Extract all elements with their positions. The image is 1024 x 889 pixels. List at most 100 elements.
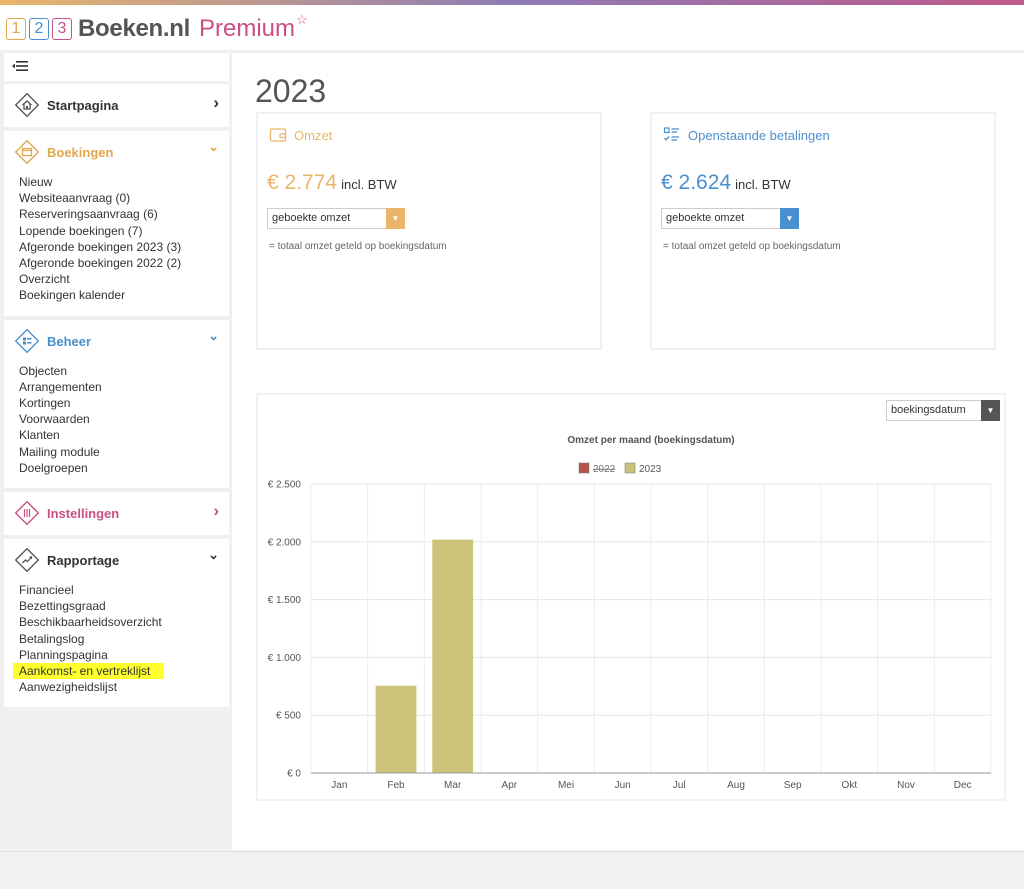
submenu-item[interactable]: Websiteaanvraag (0): [19, 191, 131, 206]
x-tick-label: Apr: [502, 780, 518, 791]
submenu-item[interactable]: Bezettingsgraad: [19, 599, 106, 614]
submenu-item[interactable]: Kortingen: [19, 396, 71, 411]
submenu-item[interactable]: Financieel: [19, 583, 74, 598]
y-tick-label: € 0: [287, 769, 301, 780]
page-title: 2023: [255, 73, 327, 109]
sidebar-item-label: Instellingen: [47, 506, 120, 522]
openstaande-note: = totaal omzet geteld op boekingsdatum: [663, 241, 841, 252]
chevron-down-icon: ⌄: [208, 139, 219, 154]
sidebar-item-beheer[interactable]: Beheer ⌄: [4, 320, 229, 363]
logo-number-3: 3: [52, 18, 72, 40]
wallet-icon: [269, 128, 287, 142]
sidebar-section-boekingen: Boekingen ⌄ Nieuw Websiteaanvraag (0) Re…: [4, 131, 229, 316]
dropdown-arrow-icon: ▼: [981, 400, 1000, 421]
x-tick-label: Jan: [331, 780, 347, 791]
submenu-item[interactable]: Afgeronde boekingen 2023 (3): [19, 239, 182, 254]
chevron-right-icon: ›: [213, 501, 219, 521]
x-tick-label: Jun: [615, 780, 631, 791]
submenu-item[interactable]: Doelgroepen: [19, 460, 88, 475]
submenu-item[interactable]: Aanwezigheidslijst: [19, 680, 118, 695]
sidebar-section-beheer: Beheer ⌄ Objecten Arrangementen Kortinge…: [4, 319, 229, 489]
sidebar-toggle[interactable]: [4, 53, 229, 81]
omzet-note: = totaal omzet geteld op boekingsdatum: [269, 241, 447, 252]
legend-swatch-2022: [578, 462, 590, 474]
chevron-right-icon: ›: [213, 93, 219, 112]
bar-2023-Feb: [375, 685, 417, 773]
omzet-card: Omzet € 2.774 incl. BTW geboekte omzet ▼ …: [256, 112, 602, 350]
sidebar: Startpagina › Boekingen ⌄ Nieuw Websitea…: [4, 53, 229, 711]
submenu-item[interactable]: Arrangementen: [19, 379, 102, 394]
footer: [0, 851, 1024, 889]
openstaande-title: Openstaande betalingen: [688, 128, 830, 143]
sidebar-item-label: Beheer: [47, 333, 92, 349]
revenue-chart: Omzet per maand (boekingsdatum) 2022 2023 €…: [268, 435, 992, 791]
chevron-down-icon: ⌄: [208, 547, 219, 563]
omzet-title: Omzet: [294, 128, 333, 143]
openstaande-select-value: geboekte omzet: [666, 212, 745, 224]
legend-label-2022: 2022: [593, 464, 616, 475]
dropdown-arrow-icon: ▼: [386, 208, 405, 229]
sidebar-item-instellingen[interactable]: Instellingen ›: [4, 492, 229, 535]
x-tick-label: Aug: [727, 780, 745, 791]
y-tick-label: € 1.500: [268, 595, 302, 606]
submenu-item[interactable]: Reserveringsaanvraag (6): [19, 207, 158, 222]
checklist-icon: [663, 127, 679, 141]
home-icon: [15, 93, 39, 117]
y-tick-label: € 500: [276, 711, 301, 722]
logo-brand: Boeken.nl: [78, 15, 190, 42]
sidebar-item-rapportage[interactable]: Rapportage ⌄: [4, 539, 229, 582]
calendar-icon: [15, 140, 39, 164]
logo-number-1: 1: [6, 18, 26, 40]
sidebar-section-startpagina: Startpagina ›: [4, 84, 229, 127]
submenu-item-highlighted[interactable]: Aankomst- en vertreklijst: [13, 663, 165, 680]
trend-chart-icon: [15, 548, 39, 573]
dropdown-arrow-icon: ▼: [780, 208, 799, 229]
submenu-item[interactable]: Klanten: [19, 428, 60, 443]
sidebar-item-startpagina[interactable]: Startpagina ›: [4, 84, 229, 127]
menu-collapse-icon: [12, 61, 28, 71]
submenu-item[interactable]: Beschikbaarheidsoverzicht: [19, 615, 162, 630]
submenu-item[interactable]: Nieuw: [19, 175, 53, 189]
submenu-item[interactable]: Lopende boekingen (7): [19, 223, 143, 238]
x-tick-label: Nov: [897, 780, 915, 791]
x-tick-label: Dec: [954, 780, 972, 791]
boekingen-submenu: Nieuw Websiteaanvraag (0) Reserveringsaa…: [4, 174, 229, 316]
submenu-item[interactable]: Overzicht: [19, 272, 70, 287]
sidebar-item-label: Startpagina: [47, 98, 119, 113]
x-tick-label: Jul: [673, 780, 686, 791]
submenu-item[interactable]: Boekingen kalender: [19, 288, 126, 303]
chevron-down-icon: ⌄: [208, 327, 219, 343]
rapportage-submenu: Financieel Bezettingsgraad Beschikbaarhe…: [4, 582, 229, 707]
x-tick-label: Mar: [444, 780, 462, 791]
y-tick-label: € 2.000: [268, 537, 302, 548]
submenu-item[interactable]: Objecten: [19, 363, 68, 378]
chart-title: Omzet per maand (boekingsdatum): [567, 435, 734, 446]
sidebar-section-rapportage: Rapportage ⌄ Financieel Bezettingsgraad …: [4, 539, 229, 708]
openstaande-betalingen-card: Openstaande betalingen € 2.624 incl. BTW …: [650, 112, 996, 350]
submenu-item[interactable]: Mailing module: [19, 444, 100, 459]
submenu-item[interactable]: Betalingslog: [19, 631, 85, 646]
submenu-item[interactable]: Planningspagina: [19, 647, 108, 662]
main-content: 2023 Omzet € 2.774 incl. BTW geboekte omz…: [232, 53, 1024, 850]
x-tick-label: Sep: [784, 780, 802, 791]
sidebar-section-instellingen: Instellingen ›: [4, 492, 229, 536]
chart-date-select[interactable]: boekingsdatum ▼: [886, 400, 1000, 421]
y-tick-label: € 2.500: [268, 480, 302, 491]
submenu-item[interactable]: Voorwaarden: [19, 412, 90, 427]
list-grid-icon: [15, 328, 39, 353]
omzet-value: € 2.774: [267, 171, 338, 194]
bar-2023-Mar: [432, 539, 474, 773]
header: 1 2 3 Boeken.nl Premium ☆: [0, 5, 1024, 50]
submenu-item[interactable]: Afgeronde boekingen 2022 (2): [19, 256, 182, 271]
openstaande-type-select[interactable]: geboekte omzet ▼: [661, 208, 799, 229]
sidebar-item-boekingen[interactable]: Boekingen ⌄: [4, 131, 229, 174]
openstaande-amount: € 2.624 incl. BTW: [661, 171, 791, 195]
logo[interactable]: 1 2 3 Boeken.nl Premium ☆: [6, 12, 308, 43]
beheer-submenu: Objecten Arrangementen Kortingen Voorwaa…: [4, 363, 229, 488]
logo-number-2: 2: [29, 18, 49, 40]
legend-swatch-2023: [624, 462, 636, 474]
omzet-type-select[interactable]: geboekte omzet ▼: [267, 208, 405, 229]
x-tick-label: Mei: [558, 780, 574, 791]
chart-select-value: boekingsdatum: [891, 404, 966, 416]
x-tick-label: Okt: [842, 780, 858, 791]
